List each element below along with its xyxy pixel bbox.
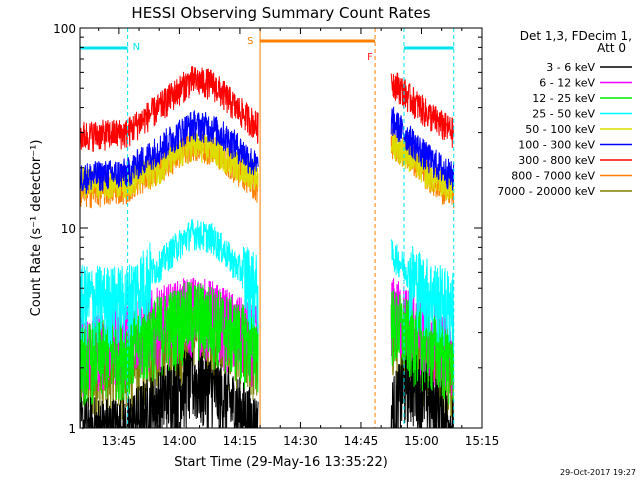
legend-header-line2: Att 0 [597,41,626,55]
series-trace-50-100-keV-pre [79,132,259,200]
legend-header-line1: Det 1,3, FDecim 1, [520,29,632,43]
flare-flag-label: F [367,52,373,63]
series-trace-25-50-keV-pre [79,219,259,348]
x-tick-label: 15:15 [465,434,500,448]
legend-label-3-6-keV: 3 - 6 keV [546,61,595,74]
series-trace-100-300-keV-post [390,106,455,191]
y-tick-label: 100 [53,22,76,36]
flag-bars: N S F [79,28,455,428]
legend-label-7000-20000-keV: 7000 - 20000 keV [497,185,595,198]
x-tick-label: 13:45 [102,434,137,448]
x-tick-label: 15:00 [404,434,439,448]
y-axis-label: Count Rate (s⁻¹ detector⁻¹) [29,140,44,317]
series-trace-3-6-keV-post [390,346,454,429]
x-tick-label: 14:15 [223,434,258,448]
legend-label-300-800-keV: 300 - 800 keV [518,154,595,167]
legend-label-6-12-keV: 6 - 12 keV [539,77,595,90]
y-tick-label: 1 [68,422,76,436]
timestamp: 29-Oct-2017 19:27 [560,468,636,477]
series-trace-300-800-keV-pre [79,66,259,152]
series-trace-3-6-keV-pre [79,345,259,430]
data-traces [79,66,455,430]
night-flag-label: N [133,42,140,53]
x-tick-label: 14:30 [283,434,318,448]
x-tick-label: 14:45 [344,434,379,448]
legend-label-50-100-keV: 50 - 100 keV [525,123,595,136]
saa-flag-label: S [247,36,253,47]
series-trace-100-300-keV-pre [79,109,259,195]
legend-label-12-25-keV: 12 - 25 keV [532,92,595,105]
x-tick-label: 14:00 [162,434,197,448]
legend-label-100-300-keV: 100 - 300 keV [518,139,595,152]
legend: Det 1,3, FDecim 1, Att 0 3 - 6 keV 6 - 12… [497,29,632,198]
series-trace-12-25-keV-post [390,290,455,405]
x-axis-label: Start Time (29-May-16 13:35:22) [174,455,388,470]
axes: 13:45 14:00 14:15 14:30 14:45 15:00 15:15 1 10 10… [53,22,499,448]
chart-title: HESSI Observing Summary Count Rates [131,4,430,22]
series-trace-25-50-keV-post [390,239,455,351]
series-trace-300-800-keV-post [390,72,455,148]
legend-label-800-7000-keV: 800 - 7000 keV [511,170,595,183]
y-tick-label: 10 [61,222,76,236]
legend-label-25-50-keV: 25 - 50 keV [532,108,595,121]
